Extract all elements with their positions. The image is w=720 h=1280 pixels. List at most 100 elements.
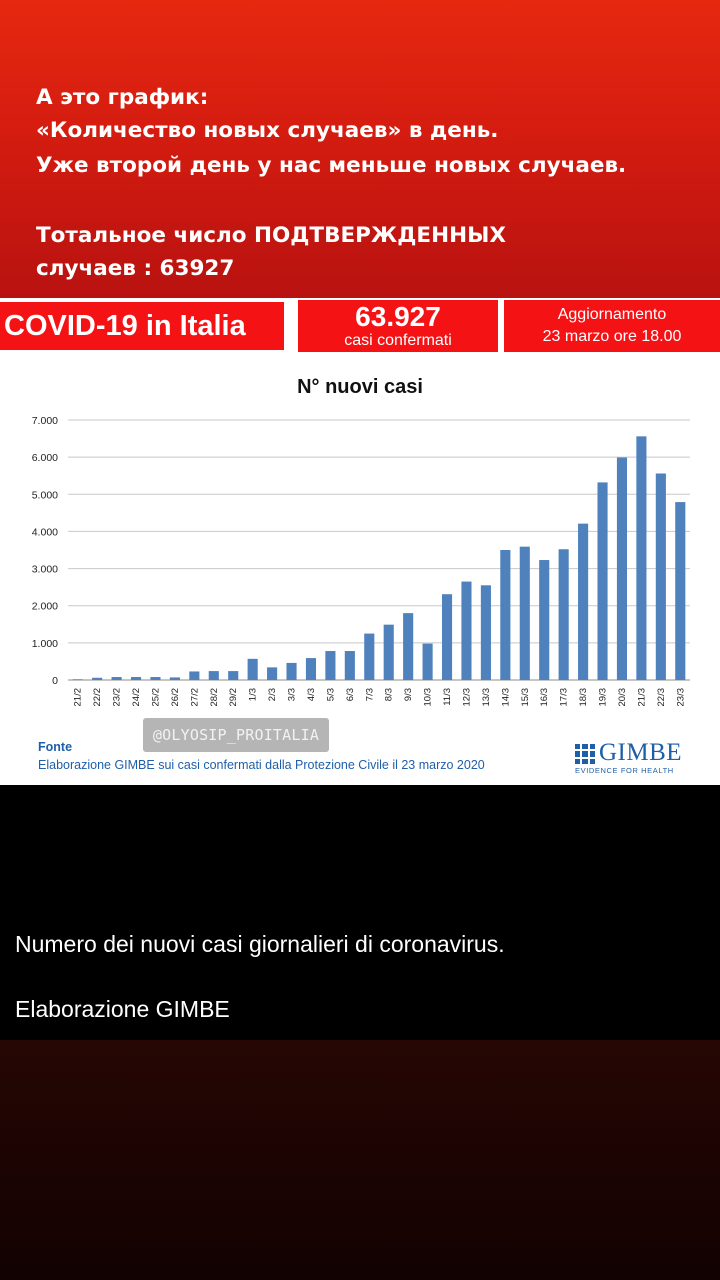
bar <box>150 677 161 680</box>
x-tick-label: 12/3 <box>461 688 472 707</box>
x-tick-label: 29/2 <box>228 688 239 707</box>
x-tick-label: 6/3 <box>345 688 356 701</box>
y-tick-label: 0 <box>52 675 58 687</box>
x-tick-label: 9/3 <box>403 688 414 701</box>
gimbe-logo-word: GIMBE <box>599 739 683 766</box>
bar <box>325 651 336 680</box>
x-tick-label: 5/3 <box>325 688 336 701</box>
x-tick-label: 19/3 <box>598 688 609 707</box>
confirmed-count-box: 63.927 casi confermati <box>298 300 498 352</box>
bar <box>441 594 453 680</box>
x-tick-label: 16/3 <box>539 688 550 707</box>
gimbe-logo-mark-icon <box>575 744 595 764</box>
header-title: COVID-19 in Italia <box>0 302 284 350</box>
bar <box>72 679 83 681</box>
bar <box>558 549 569 680</box>
caption-area: Numero dei nuovi casi giornalieri di cor… <box>0 785 720 1040</box>
x-tick-label: 15/3 <box>520 688 531 707</box>
bar <box>189 671 200 680</box>
bar <box>247 658 258 680</box>
bar <box>655 473 666 680</box>
caption-line: А это график: <box>36 85 209 110</box>
x-tick-label: 7/3 <box>364 688 375 701</box>
bar <box>130 677 142 680</box>
bar <box>169 677 180 680</box>
bar <box>461 581 472 680</box>
x-tick-label: 18/3 <box>578 688 589 707</box>
bar <box>92 677 103 680</box>
chart-title: N° nuovi casi <box>297 376 423 398</box>
bar <box>305 658 317 680</box>
x-tick-label: 26/2 <box>170 688 181 707</box>
x-tick-label: 22/3 <box>656 688 667 707</box>
update-title: Aggiornamento <box>557 306 667 323</box>
bar-chart: 0 1.000 2.000 3.000 4.000 5.000 6.000 7.000 21/2… <box>32 415 690 707</box>
x-tick-label: 10/3 <box>423 688 434 707</box>
bar <box>636 436 647 680</box>
bar <box>519 546 530 680</box>
bar <box>578 523 589 680</box>
x-tick-label: 23/2 <box>112 688 123 707</box>
x-tick-label: 11/3 <box>442 688 453 706</box>
bar <box>539 560 550 680</box>
x-tick-label: 27/2 <box>189 688 200 707</box>
confirmed-count-label: casi confermati <box>344 332 452 349</box>
bar <box>364 633 375 680</box>
bottom-caption-source: Elaborazione GIMBE <box>15 996 230 1022</box>
y-tick-label: 7.000 <box>32 415 58 427</box>
y-tick-label: 4.000 <box>32 526 58 538</box>
x-tick-label: 3/3 <box>287 688 298 701</box>
bar <box>500 550 511 680</box>
source-note: Fonte Elaborazione GIMBE sui casi confer… <box>38 738 485 774</box>
chart-panel: COVID-19 in Italia 63.927 casi confermat… <box>0 298 720 785</box>
y-tick-label: 3.000 <box>32 564 58 576</box>
x-tick-label: 28/2 <box>209 688 220 707</box>
caption-line: случаев : 63927 <box>36 256 235 281</box>
bar <box>267 667 278 680</box>
x-tick-label: 25/2 <box>150 688 161 707</box>
source-text: Elaborazione GIMBE sui casi confermati d… <box>38 758 485 772</box>
bar <box>616 457 628 680</box>
bar <box>422 643 433 680</box>
y-tick-label: 2.000 <box>32 601 58 613</box>
bar <box>675 502 686 680</box>
confirmed-count: 63.927 <box>355 301 441 332</box>
bottom-caption-line: Numero dei nuovi casi giornalieri di cor… <box>15 931 505 957</box>
y-tick-label: 6.000 <box>32 452 58 464</box>
source-label: Fonte <box>38 740 73 754</box>
x-tick-label: 2/3 <box>267 688 278 701</box>
bar <box>228 671 239 680</box>
x-tick-label: 23/3 <box>675 688 686 707</box>
update-date: 23 marzo ore 18.00 <box>542 328 682 345</box>
x-tick-label: 4/3 <box>306 688 317 701</box>
gimbe-logo-tagline: EVIDENCE FOR HEALTH <box>575 766 674 775</box>
x-tick-label: 8/3 <box>384 688 395 701</box>
caption-banner: А это график: «Количество новых случаев»… <box>0 0 720 298</box>
bar <box>403 613 414 680</box>
caption-line: Тотальное число ПОДТВЕРЖДЕННЫХ <box>36 223 506 248</box>
gimbe-logo: GIMBE EVIDENCE FOR HEALTH <box>575 739 685 778</box>
background-gradient <box>0 1040 720 1280</box>
x-tick-label: 24/2 <box>131 688 142 707</box>
bar <box>344 651 355 680</box>
x-tick-label: 17/3 <box>559 688 570 707</box>
x-tick-label: 13/3 <box>481 688 492 707</box>
bar <box>286 662 297 680</box>
caption-line: «Количество новых случаев» в день. <box>36 118 499 143</box>
x-tick-label: 1/3 <box>248 688 259 701</box>
x-tick-label: 21/2 <box>73 688 84 707</box>
bar <box>383 624 394 680</box>
caption-line: Уже второй день у нас меньше новых случа… <box>36 153 627 178</box>
bar <box>208 671 219 680</box>
bar <box>597 482 608 680</box>
bar <box>480 585 491 680</box>
watermark-handle: @OLYOSIP_PROITALIA <box>143 718 329 752</box>
x-tick-label: 20/3 <box>617 688 628 707</box>
y-tick-label: 1.000 <box>32 638 58 650</box>
y-tick-label: 5.000 <box>32 489 58 501</box>
x-tick-label: 21/3 <box>636 688 647 707</box>
bar <box>111 677 122 680</box>
x-tick-label: 14/3 <box>500 688 511 707</box>
update-box: Aggiornamento 23 marzo ore 18.00 <box>504 300 720 352</box>
x-tick-label: 22/2 <box>92 688 103 707</box>
